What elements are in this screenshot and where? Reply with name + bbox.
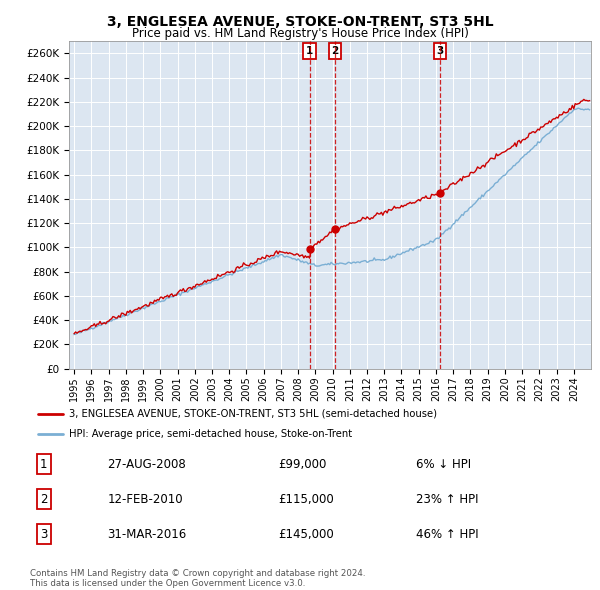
Text: Price paid vs. HM Land Registry's House Price Index (HPI): Price paid vs. HM Land Registry's House … [131, 27, 469, 40]
Text: £99,000: £99,000 [278, 458, 327, 471]
Text: 1: 1 [306, 46, 313, 56]
Text: £145,000: £145,000 [278, 527, 334, 540]
Text: 3: 3 [40, 527, 47, 540]
Text: 2: 2 [40, 493, 47, 506]
Text: 1: 1 [40, 458, 47, 471]
Text: Contains HM Land Registry data © Crown copyright and database right 2024.
This d: Contains HM Land Registry data © Crown c… [30, 569, 365, 588]
Text: 6% ↓ HPI: 6% ↓ HPI [416, 458, 472, 471]
Text: 46% ↑ HPI: 46% ↑ HPI [416, 527, 479, 540]
Text: 3: 3 [437, 46, 444, 56]
Text: 23% ↑ HPI: 23% ↑ HPI [416, 493, 479, 506]
Text: 12-FEB-2010: 12-FEB-2010 [107, 493, 183, 506]
Text: £115,000: £115,000 [278, 493, 334, 506]
Text: 3, ENGLESEA AVENUE, STOKE-ON-TRENT, ST3 5HL (semi-detached house): 3, ENGLESEA AVENUE, STOKE-ON-TRENT, ST3 … [68, 409, 437, 418]
Text: 2: 2 [331, 46, 338, 56]
Text: 3, ENGLESEA AVENUE, STOKE-ON-TRENT, ST3 5HL: 3, ENGLESEA AVENUE, STOKE-ON-TRENT, ST3 … [107, 15, 493, 29]
Text: HPI: Average price, semi-detached house, Stoke-on-Trent: HPI: Average price, semi-detached house,… [68, 429, 352, 438]
Text: 31-MAR-2016: 31-MAR-2016 [107, 527, 187, 540]
Text: 27-AUG-2008: 27-AUG-2008 [107, 458, 186, 471]
